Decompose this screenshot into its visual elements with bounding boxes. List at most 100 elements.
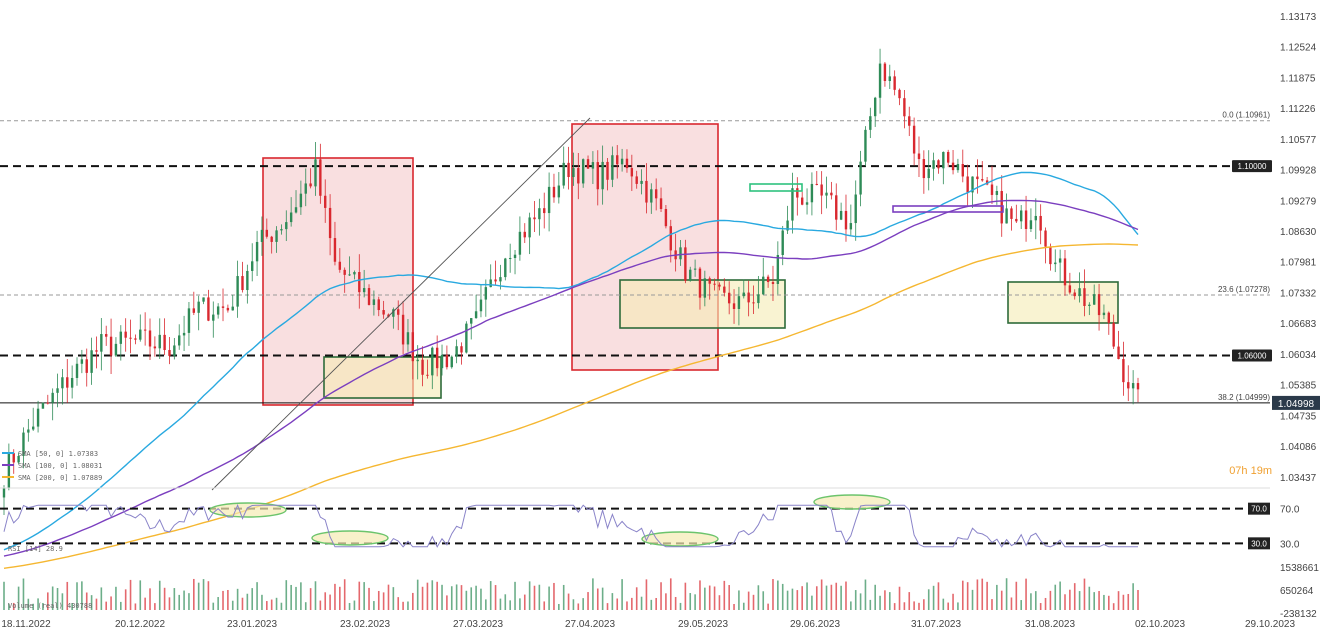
candle-body [995, 191, 999, 195]
green-zone-2 [619, 279, 786, 329]
volume-bar [786, 590, 789, 610]
volume-bar [300, 582, 302, 610]
volume-bar [217, 597, 219, 610]
candle-body [489, 279, 492, 288]
y-axis: 1.13173 1.12524 1.11875 1.11226 1.10577 1.099… [1229, 12, 1320, 484]
volume-bar [446, 595, 448, 610]
y-tick-1: 1.12524 [1280, 43, 1317, 54]
volume-bar [733, 603, 735, 610]
volume-bar [864, 579, 867, 610]
candle-body [693, 268, 697, 270]
volume-bar [918, 602, 920, 610]
volume-bar [494, 585, 497, 610]
volume-tick-0: 1538661 [1280, 563, 1319, 574]
volume-bar [694, 594, 696, 610]
volume-bar [1112, 603, 1115, 610]
candle-body [236, 276, 239, 307]
candle-body [66, 377, 69, 388]
volume-bar [1049, 590, 1052, 610]
candle-body [85, 359, 88, 373]
candle-body [353, 272, 356, 275]
volume-bar [1088, 586, 1091, 610]
candle-body [830, 192, 833, 196]
volume-bar [343, 579, 346, 610]
candle-body [328, 207, 332, 239]
volume-bar [334, 583, 336, 610]
volume-bar [932, 585, 935, 610]
volume-bar [504, 594, 507, 610]
candle-body [903, 98, 906, 117]
candle-body [173, 345, 176, 356]
volume-bar [455, 584, 458, 610]
volume-bar [120, 601, 122, 610]
candle-body [562, 162, 565, 186]
volume-bar [1103, 594, 1105, 610]
volume-bar [124, 589, 127, 610]
candle-body [416, 359, 419, 362]
volume-bar [256, 582, 258, 610]
volume-bar [266, 601, 268, 610]
volume-bar [635, 587, 638, 610]
volume-bar [149, 588, 151, 610]
volume-bar [869, 599, 872, 610]
candle-body [786, 220, 789, 231]
volume-bar [421, 586, 424, 610]
volume-bar [95, 598, 98, 610]
volume-bar [1093, 592, 1095, 610]
volume-bar [85, 592, 88, 610]
candle-body [922, 159, 926, 179]
candle-body [1063, 258, 1067, 286]
candle-body [854, 194, 857, 224]
candle-body [134, 338, 137, 340]
rsi-label: RSI [14] 28.9 [8, 545, 63, 553]
candle-body [129, 337, 132, 339]
x-tick-0: 18.11.2022 [1, 619, 51, 630]
volume-bar [684, 582, 687, 610]
x-tick-10: 02.10.2023 [1135, 619, 1185, 630]
candle-body [343, 269, 346, 275]
volume-bar [470, 587, 473, 610]
candle-body [1000, 191, 1003, 224]
volume-bar [314, 581, 317, 610]
volume-bar [548, 586, 550, 610]
candle-body [883, 63, 887, 82]
volume-bar [645, 579, 648, 610]
rsi-level-badge-0 [1248, 502, 1270, 515]
volume-bar [368, 587, 370, 610]
volume-bar [329, 594, 331, 610]
volume-bar [1030, 593, 1032, 610]
volume-bar [32, 603, 35, 610]
candle-body [791, 188, 794, 221]
candle-body [1107, 312, 1110, 323]
volume-bar [42, 602, 44, 610]
fib-label-1: 23.6 (1.07278) [1218, 285, 1270, 294]
volume-bar [655, 597, 657, 610]
current-price-badge [1272, 395, 1320, 410]
trendline [211, 117, 591, 491]
candle-body [1034, 215, 1037, 221]
candle-body [1102, 312, 1106, 316]
candle-body [1005, 208, 1008, 224]
candle-body [255, 241, 259, 262]
fib-label-0: 0.0 (1.10961) [1222, 111, 1270, 120]
volume-bar [538, 584, 541, 610]
volume-bar [596, 588, 599, 610]
candle-body [319, 159, 322, 196]
candle-body [70, 377, 74, 388]
volume-bar [898, 586, 901, 610]
candle-body [465, 323, 468, 353]
volume-bar [241, 597, 244, 610]
candle-body [392, 309, 395, 317]
volume-bar [631, 597, 633, 610]
volume-bar [460, 585, 463, 610]
candle-body [898, 89, 901, 99]
candle-body [22, 432, 25, 456]
volume-bar [173, 588, 176, 610]
volume-bar [251, 588, 254, 610]
candle-body [951, 162, 955, 171]
volume-label: Volume (real) 430788 [8, 602, 92, 610]
candle-body [426, 374, 429, 376]
volume-bar [820, 579, 823, 610]
candle-body [1136, 383, 1140, 390]
